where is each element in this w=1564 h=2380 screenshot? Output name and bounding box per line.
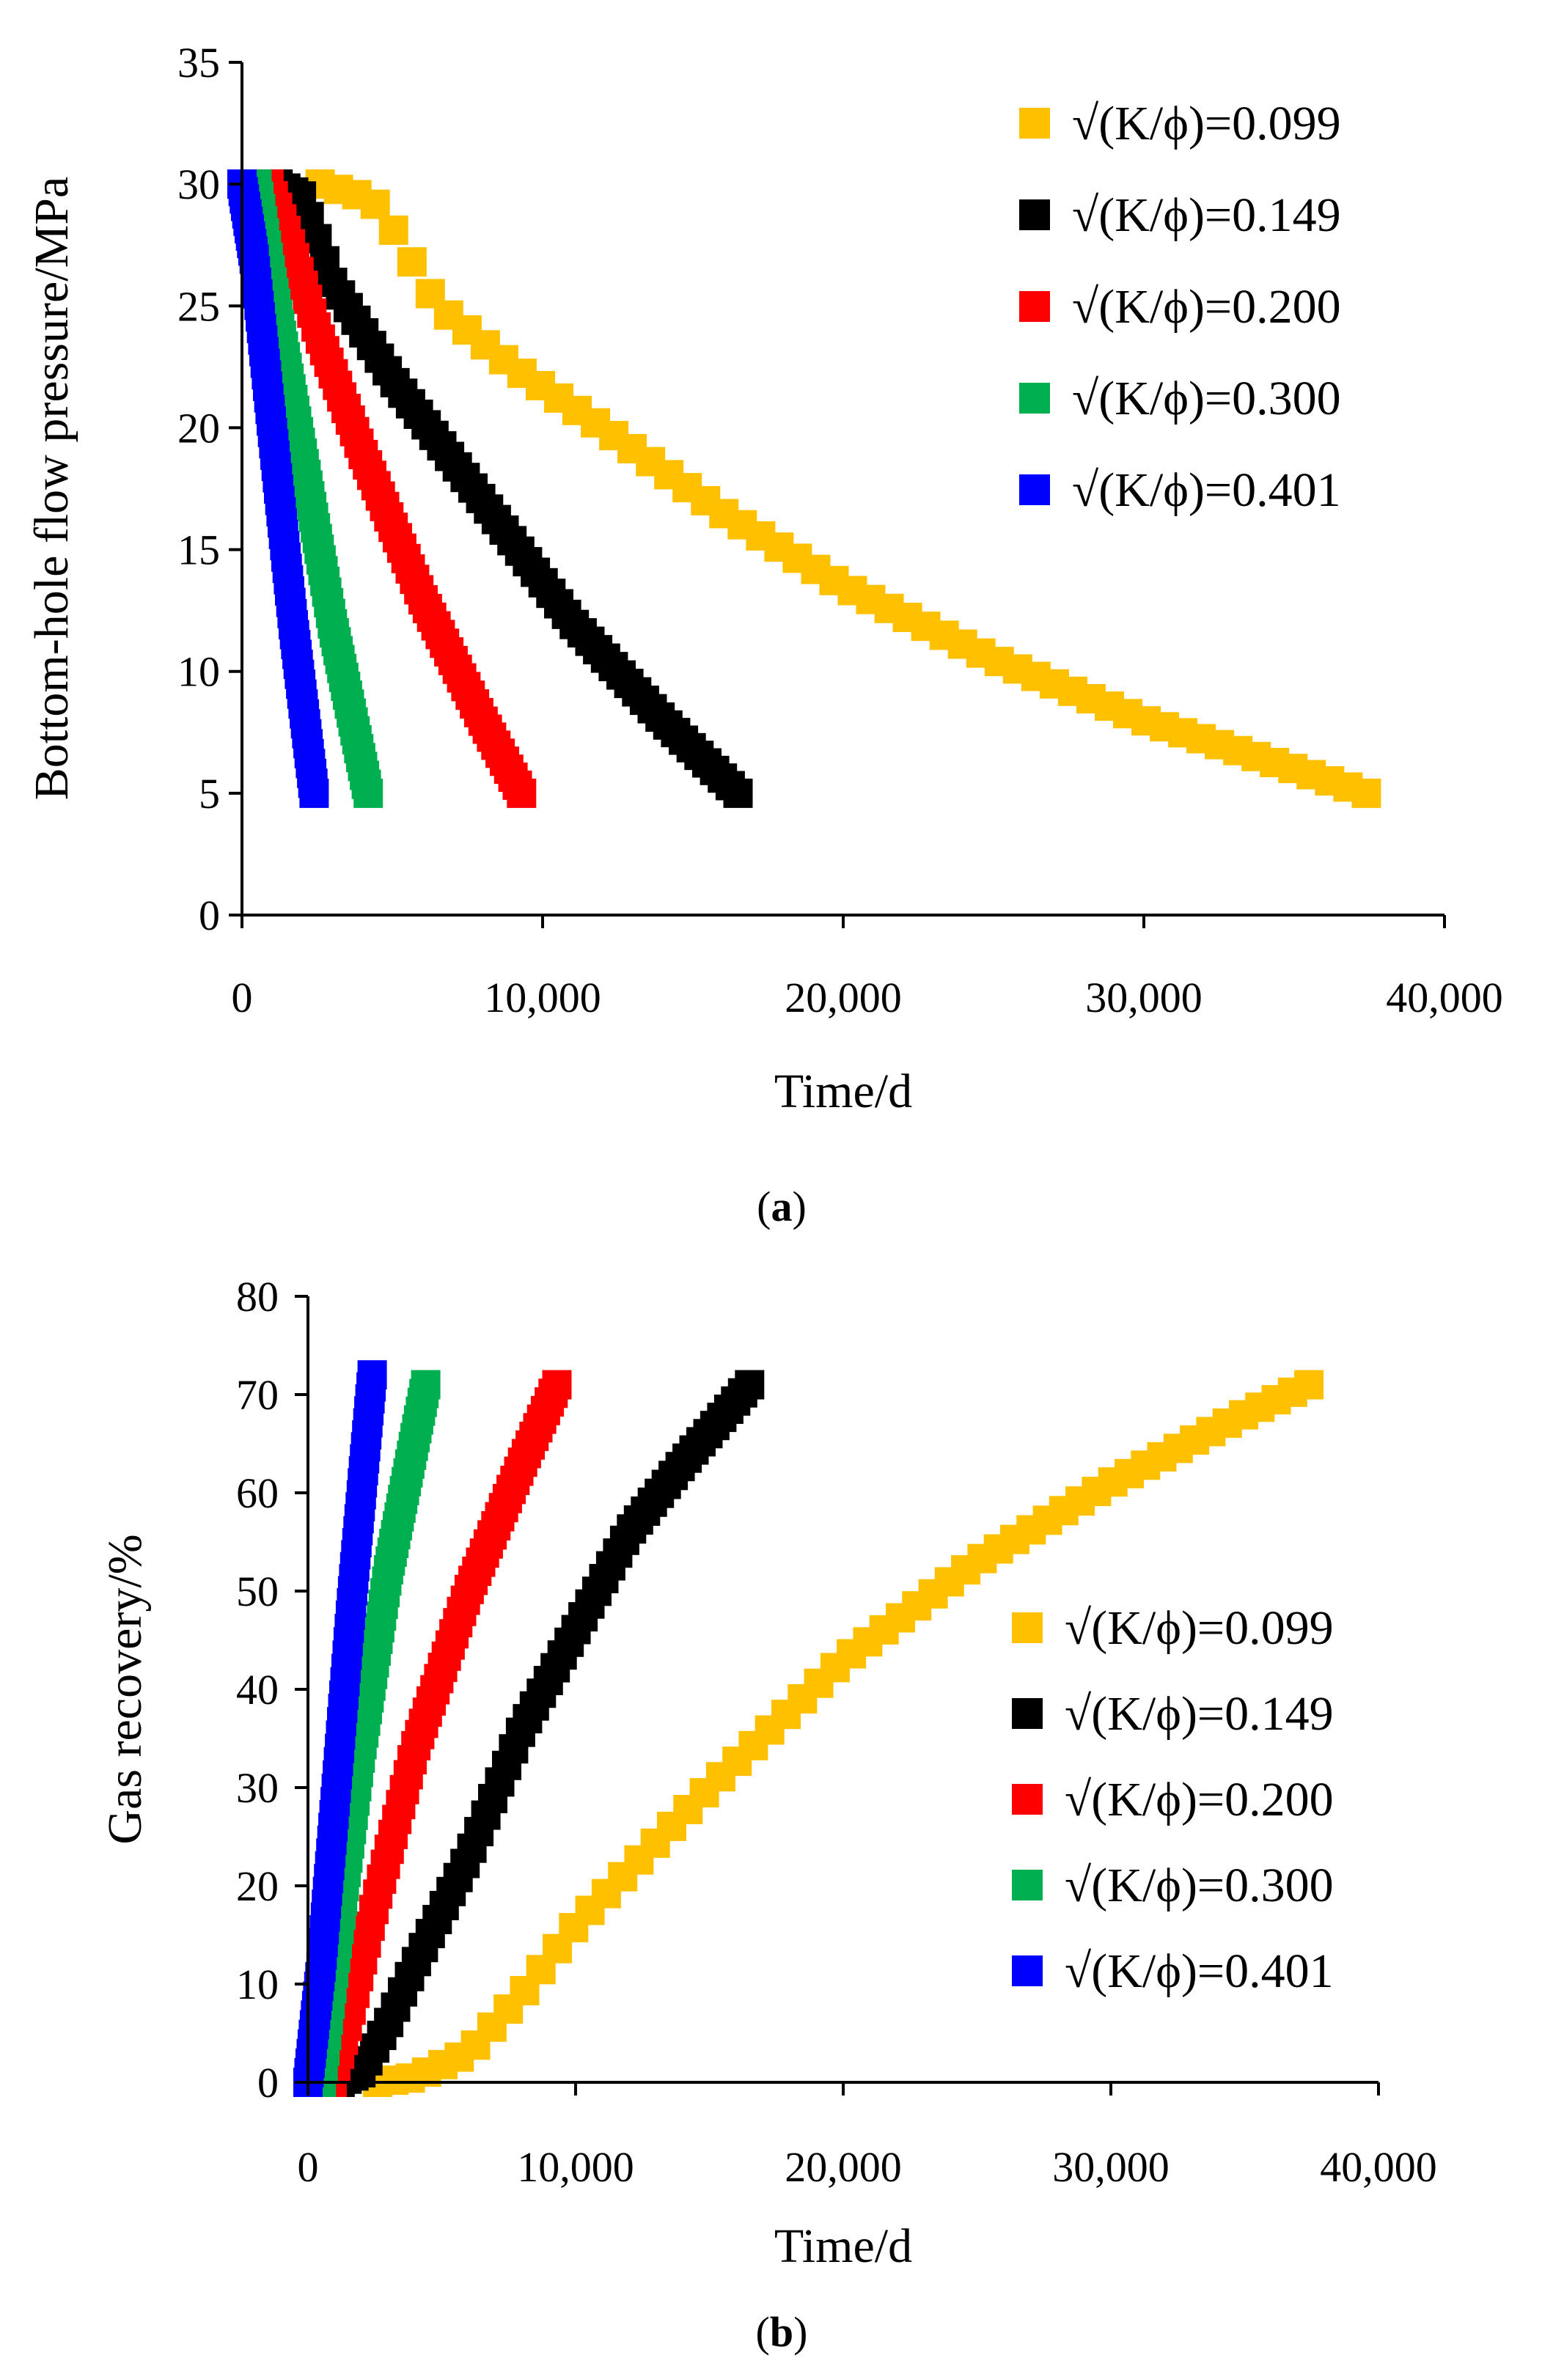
data-point bbox=[299, 778, 329, 808]
y-tick-label: 50 bbox=[236, 1568, 279, 1615]
data-point bbox=[360, 189, 390, 219]
y-tick-label: 10 bbox=[236, 1961, 279, 2008]
series-a-3 bbox=[254, 169, 537, 808]
x-tick-label: 20,000 bbox=[785, 974, 902, 1021]
series-b-3 bbox=[317, 1370, 572, 2097]
x-tick-label: 30,000 bbox=[1052, 2143, 1170, 2191]
data-point bbox=[357, 1360, 387, 1390]
legend-entry: √(K/ϕ)=0.149 bbox=[1019, 188, 1341, 242]
series-b-2 bbox=[325, 1370, 765, 2097]
legend-swatch bbox=[1012, 1955, 1043, 1986]
series-a-1 bbox=[305, 169, 1381, 808]
x-tick-label: 30,000 bbox=[1085, 974, 1203, 1021]
series-b-1 bbox=[362, 1370, 1324, 2097]
data-point bbox=[507, 778, 537, 808]
legend: √(K/ϕ)=0.099 √(K/ϕ)=0.149 √(K/ϕ)=0.200 √(K/… bbox=[1012, 1601, 1334, 1998]
legend-entry: √(K/ϕ)=0.200 bbox=[1012, 1773, 1334, 1826]
y-tick-label: 0 bbox=[199, 892, 220, 939]
legend-entry: √(K/ϕ)=0.300 bbox=[1012, 1859, 1334, 1912]
x-tick-label: 20,000 bbox=[785, 2143, 902, 2191]
y-tick-label: 25 bbox=[177, 282, 220, 330]
legend-label: √(K/ϕ)=0.149 bbox=[1065, 1687, 1334, 1741]
legend-entry: √(K/ϕ)=0.099 bbox=[1019, 97, 1341, 150]
data-point bbox=[397, 247, 427, 277]
x-axis-title: Time/d bbox=[774, 1065, 912, 1118]
legend-label: √(K/ϕ)=0.149 bbox=[1072, 188, 1341, 242]
legend-entry: √(K/ϕ)=0.099 bbox=[1012, 1601, 1334, 1655]
x-tick-label: 40,000 bbox=[1320, 2143, 1437, 2191]
x-tick-label: 40,000 bbox=[1386, 974, 1503, 1021]
legend-label: √(K/ϕ)=0.200 bbox=[1072, 280, 1341, 334]
legend-swatch bbox=[1012, 1612, 1043, 1643]
legend-swatch bbox=[1019, 291, 1050, 322]
y-tick-label: 40 bbox=[236, 1666, 279, 1714]
y-tick-label: 80 bbox=[236, 1273, 279, 1321]
y-tick-label: 35 bbox=[177, 39, 220, 87]
data-point bbox=[1351, 778, 1381, 808]
legend-label: √(K/ϕ)=0.099 bbox=[1065, 1601, 1334, 1655]
legend-label: √(K/ϕ)=0.300 bbox=[1065, 1859, 1334, 1912]
data-point bbox=[411, 1370, 441, 1400]
y-tick-label: 30 bbox=[236, 1764, 279, 1812]
legend: √(K/ϕ)=0.099 √(K/ϕ)=0.149 √(K/ϕ)=0.200 √(K/… bbox=[1019, 97, 1341, 517]
legend-label: √(K/ϕ)=0.200 bbox=[1065, 1773, 1334, 1826]
y-tick-label: 20 bbox=[236, 1862, 279, 1910]
y-tick-label: 30 bbox=[177, 161, 220, 208]
y-tick-label: 60 bbox=[236, 1469, 279, 1517]
data-point bbox=[378, 215, 408, 245]
x-tick-label: 10,000 bbox=[517, 2143, 634, 2191]
legend-label: √(K/ϕ)=0.401 bbox=[1065, 1944, 1334, 1998]
legend-swatch bbox=[1012, 1870, 1043, 1900]
y-axis-title: Gas recovery/% bbox=[98, 1534, 152, 1844]
panel-caption: (b) bbox=[756, 2308, 808, 2356]
legend-swatch bbox=[1019, 474, 1050, 505]
x-tick-label: 0 bbox=[298, 2143, 319, 2191]
legend-swatch bbox=[1012, 1698, 1043, 1729]
y-axis-title: Bottom-hole flow pressure/MPa bbox=[25, 177, 78, 801]
legend-swatch bbox=[1019, 383, 1050, 414]
y-tick-label: 15 bbox=[177, 526, 220, 574]
series-b-5 bbox=[293, 1360, 387, 2097]
data-point bbox=[542, 1370, 572, 1400]
x-tick-label: 0 bbox=[232, 974, 253, 1021]
chart-panel-b: 0 10,000 20,000 30,000 40,000 0 10 20 30 40 50 60 70… bbox=[98, 1273, 1437, 2356]
panel-caption: (a) bbox=[757, 1183, 807, 1230]
legend-entry: √(K/ϕ)=0.200 bbox=[1019, 280, 1341, 334]
y-tick-label: 5 bbox=[199, 770, 220, 818]
legend-entry: √(K/ϕ)=0.300 bbox=[1019, 372, 1341, 425]
data-point bbox=[735, 1370, 765, 1400]
legend-label: √(K/ϕ)=0.401 bbox=[1072, 463, 1341, 517]
legend-label: √(K/ϕ)=0.099 bbox=[1072, 97, 1341, 150]
y-tick-label: 10 bbox=[177, 648, 220, 696]
legend-swatch bbox=[1019, 108, 1050, 139]
legend-label: √(K/ϕ)=0.300 bbox=[1072, 372, 1341, 425]
y-tick-label: 0 bbox=[257, 2059, 279, 2107]
legend-entry: √(K/ϕ)=0.401 bbox=[1019, 463, 1341, 517]
y-tick-label: 20 bbox=[177, 404, 220, 452]
legend-swatch bbox=[1019, 199, 1050, 230]
x-tick-label: 10,000 bbox=[484, 974, 601, 1021]
data-point bbox=[723, 778, 753, 808]
legend-entry: √(K/ϕ)=0.401 bbox=[1012, 1944, 1334, 1998]
x-axis-title: Time/d bbox=[774, 2219, 912, 2273]
legend-swatch bbox=[1012, 1784, 1043, 1815]
data-point bbox=[1294, 1370, 1324, 1400]
series-a-5 bbox=[227, 169, 329, 808]
chart-panel-a: 0 10,000 20,000 30,000 40,000 0 5 10 15 20 25 30 35 T… bbox=[25, 39, 1503, 1230]
y-tick-label: 70 bbox=[236, 1371, 279, 1419]
legend-entry: √(K/ϕ)=0.149 bbox=[1012, 1687, 1334, 1741]
data-point bbox=[353, 778, 383, 808]
